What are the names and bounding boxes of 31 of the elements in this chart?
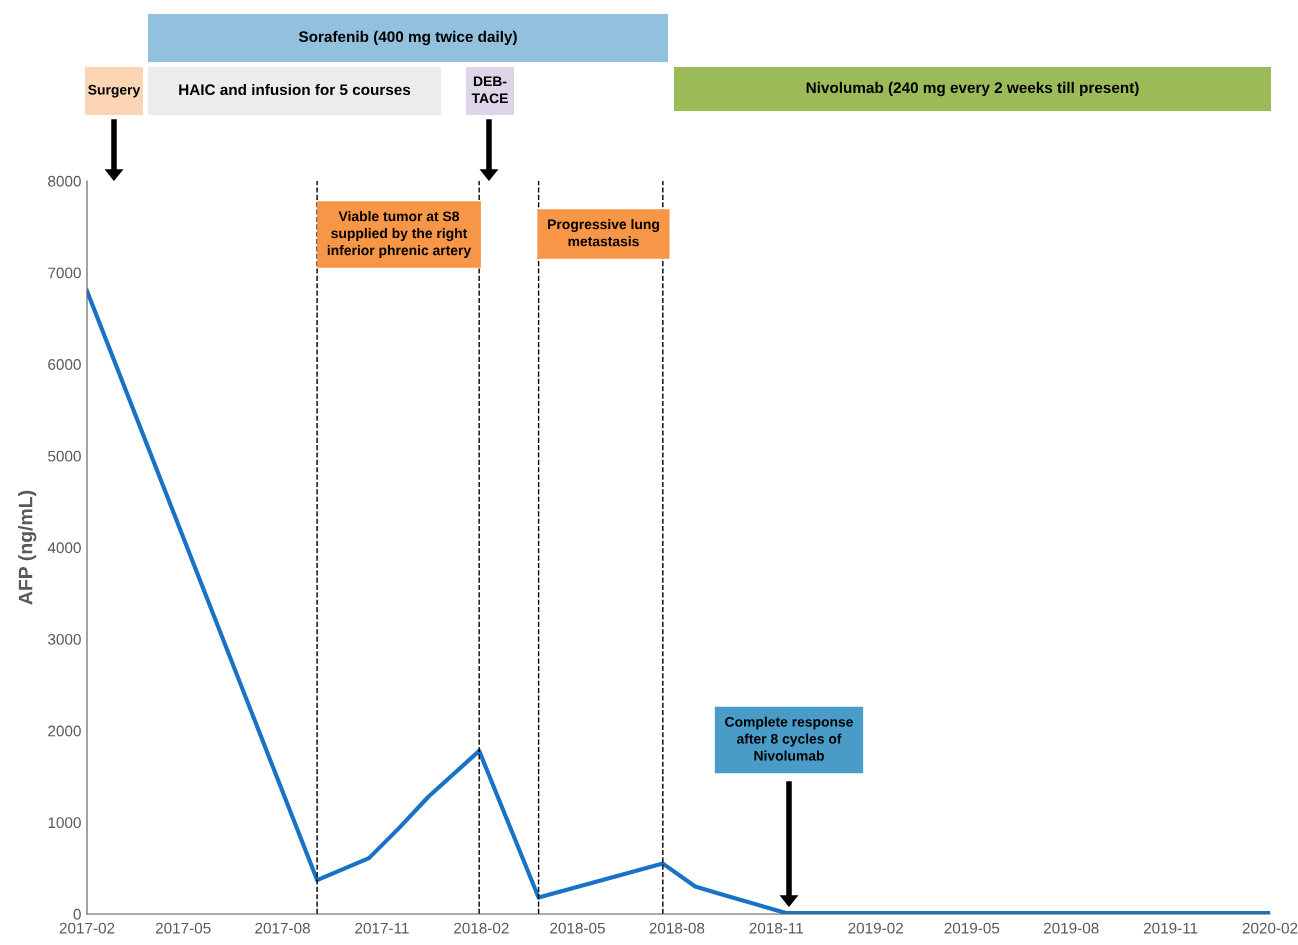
x-tick-label: 2019-02 bbox=[848, 922, 903, 934]
x-tick-label: 2019-08 bbox=[1043, 922, 1099, 934]
annotation: Complete response after 8 cycles of Nivolumab bbox=[725, 716, 853, 761]
x-tick-label: 2018-08 bbox=[649, 922, 705, 934]
y-tick-label: 0 bbox=[73, 908, 81, 920]
x-tick-label: 2018-05 bbox=[550, 922, 605, 934]
text: HAIC and infusion for 5 courses bbox=[179, 83, 411, 96]
x-tick-label: 2020-02 bbox=[1242, 922, 1298, 934]
x-tick-label: 2017-08 bbox=[255, 922, 310, 934]
x-tick-label: 2017-11 bbox=[355, 922, 409, 934]
y-tick-label: 8000 bbox=[48, 175, 81, 187]
text: Nivolumab (240 mg every 2 weeks till present) bbox=[806, 81, 1139, 97]
y-tick-label: 4000 bbox=[47, 542, 81, 554]
y-tick-label: 1000 bbox=[48, 817, 81, 829]
y-axis-title: AFP (ng/mL) bbox=[18, 490, 37, 605]
text: DEB- TACE bbox=[471, 76, 508, 104]
x-tick-label: 2019-11 bbox=[1143, 922, 1198, 934]
x-tick-label: 2017-02 bbox=[59, 922, 115, 934]
y-tick-label: 7000 bbox=[48, 267, 81, 279]
y-tick-label: 3000 bbox=[48, 633, 81, 645]
text: Sorafenib (400 mg twice daily) bbox=[298, 30, 517, 46]
annotation: Progressive lung metastasis bbox=[548, 219, 659, 247]
y-tick-label: 6000 bbox=[48, 359, 81, 370]
x-tick-label: 2017-05 bbox=[155, 922, 211, 934]
x-tick-label: 2019-05 bbox=[944, 922, 1000, 934]
text: Surgery bbox=[88, 84, 141, 98]
x-tick-label: 2018-02 bbox=[454, 922, 509, 934]
y-tick-label: 5000 bbox=[48, 450, 81, 462]
y-tick-label: 2000 bbox=[48, 725, 81, 737]
annotation: Viable tumor at S8 supplied by the right inferior phrenic artery bbox=[327, 211, 472, 258]
x-tick-label: 2018-11 bbox=[749, 922, 803, 934]
